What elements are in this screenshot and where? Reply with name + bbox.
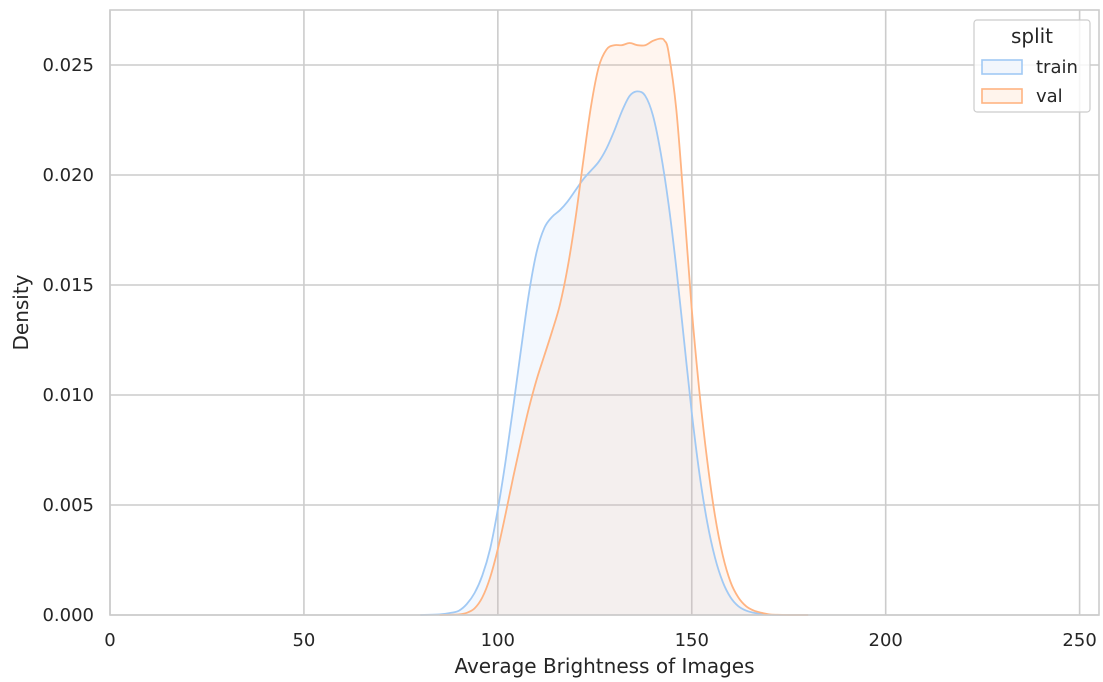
density-areas: [420, 38, 809, 616]
legend: split train val: [973, 19, 1091, 113]
legend-label-val: val: [1036, 86, 1063, 107]
density-area-val: [439, 38, 809, 616]
x-tick-label: 100: [481, 630, 515, 651]
legend-swatch-train: [981, 59, 1023, 75]
density-area-train: [420, 91, 809, 615]
legend-title: split: [1011, 24, 1053, 48]
x-tick-label: 200: [869, 630, 903, 651]
legend-entries: train val: [981, 57, 1078, 107]
y-tick-label: 0.020: [42, 165, 94, 186]
x-axis-label: Average Brightness of Images: [454, 654, 754, 678]
y-tick-label: 0.015: [42, 275, 94, 296]
y-axis-label: Density: [9, 274, 33, 350]
x-tick-label: 50: [292, 630, 315, 651]
y-tick-label: 0.010: [42, 385, 94, 406]
x-tick-label: 150: [675, 630, 709, 651]
x-tick-label: 250: [1062, 630, 1096, 651]
y-tick-labels: 0.000 0.005 0.010 0.015 0.020 0.025: [42, 55, 94, 626]
plot-frame: [109, 9, 1100, 616]
legend-label-train: train: [1036, 57, 1078, 78]
y-tick-label: 0.000: [42, 605, 94, 626]
x-tick-label: 0: [104, 630, 115, 651]
x-tick-labels: 0 50 100 150 200 250: [104, 630, 1097, 651]
y-tick-label: 0.025: [42, 55, 94, 76]
density-lines: [420, 37, 809, 616]
legend-swatch-val: [981, 88, 1023, 104]
density-line-val: [439, 37, 809, 616]
y-tick-label: 0.005: [42, 495, 94, 516]
density-line-train: [420, 90, 809, 616]
